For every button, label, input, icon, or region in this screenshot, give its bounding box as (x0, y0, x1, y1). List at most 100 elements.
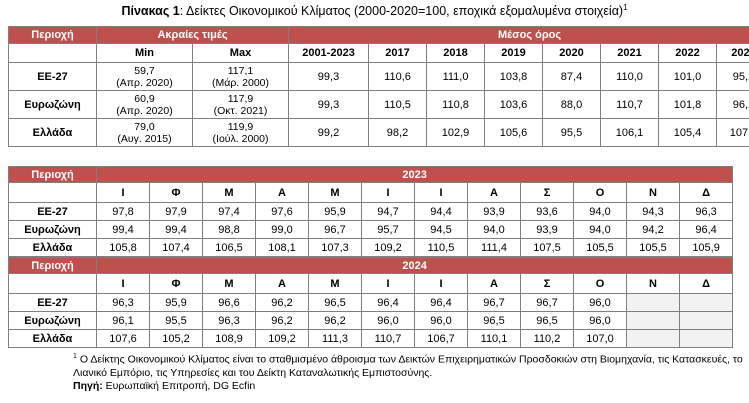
value-cell: 95,9 (149, 293, 203, 312)
value-cell (626, 293, 680, 312)
table-row: Ελλάδα 107,6 105,2 108,9 109,2 111,3 110,7 106,… (8, 329, 734, 348)
value-cell: 96,1 (96, 311, 150, 330)
value-cell (678, 329, 734, 348)
value-cell: 94,4 (414, 202, 468, 221)
max-cell: 119,9 (Ιούλ. 2000) (191, 118, 290, 147)
value-cell: 97,8 (96, 202, 150, 221)
year-header: 2021 (600, 43, 660, 63)
value-cell: 108,1 (255, 238, 309, 257)
value-cell: 87,4 (542, 62, 602, 91)
value-cell: 99,4 (96, 220, 150, 239)
min-date: (Απρ. 2020) (116, 104, 173, 117)
region-label: Ελλάδα (8, 238, 97, 257)
value-cell: 98,8 (202, 220, 256, 239)
max-value: 119,9 (227, 120, 254, 133)
value-cell (678, 293, 734, 312)
min-cell: 79,0 (Αυγ. 2015) (96, 118, 193, 147)
month-header: Μ (308, 182, 362, 203)
month-header: Ο (573, 182, 627, 203)
year-header: 2023 (716, 43, 749, 63)
value-cell: 110,8 (426, 90, 486, 119)
table-row: Ελλάδα 79,0 (Αυγ. 2015) 119,9 (Ιούλ. 2000) 99… (8, 118, 749, 147)
average-header: Μέσος όρος (288, 26, 749, 44)
value-cell: 93,6 (520, 202, 574, 221)
year-header: 2019 (484, 43, 544, 63)
max-value: 117,1 (227, 64, 254, 77)
region-header: Περιοχή (8, 166, 97, 183)
month-header: Ν (626, 273, 680, 294)
month-header: Α (467, 182, 521, 203)
value-cell: 96,7 (308, 220, 362, 239)
month-header: Ν (626, 182, 680, 203)
value-cell: 106,1 (600, 118, 660, 147)
footnote-text: 1 Ο Δείκτης Οικονομικού Κλίματος είναι τ… (73, 353, 743, 379)
region-label: Ευρωζώνη (8, 311, 97, 330)
month-header: Α (255, 273, 309, 294)
source-line: Πηγή: Ευρωπαϊκή Επιτροπή, DG Ecfin (73, 379, 256, 392)
year-header: 2018 (426, 43, 486, 63)
month-header: Φ (149, 182, 203, 203)
value-cell: 111,3 (308, 329, 362, 348)
month-header: Ι (361, 273, 415, 294)
month-header: Φ (149, 273, 203, 294)
value-cell: 105,6 (484, 118, 544, 147)
value-cell: 98,2 (368, 118, 428, 147)
value-cell: 107,5 (520, 238, 574, 257)
value-cell: 108,9 (202, 329, 256, 348)
value-cell: 97,4 (202, 202, 256, 221)
value-cell: 103,8 (484, 62, 544, 91)
region-header: Περιοχή (8, 257, 97, 274)
year-header: 2024 (95, 257, 734, 274)
max-value: 117,9 (227, 92, 254, 105)
annual-table: Περιοχή Ακραίες τιμές Μέσος όρος Min Max… (8, 26, 749, 147)
min-date: (Απρ. 2020) (116, 76, 173, 89)
extremes-header: Ακραίες τιμές (95, 26, 290, 44)
value-cell: 96,3 (96, 293, 150, 312)
region-label: Ευρωζώνη (8, 220, 97, 239)
month-header: Ο (573, 273, 627, 294)
month-header: Ι (361, 182, 415, 203)
value-cell: 99,3 (288, 90, 370, 119)
table-row: ΕΕ-27 96,3 95,9 96,6 96,2 96,5 96,4 96,4 96,7 96,… (8, 293, 734, 312)
value-cell: 94,0 (573, 220, 627, 239)
value-cell: 96,3 (202, 311, 256, 330)
value-cell: 95,2 (716, 62, 749, 91)
value-cell: 96,6 (202, 293, 256, 312)
value-cell: 96,2 (716, 90, 749, 119)
value-cell: 107,6 (716, 118, 749, 147)
value-cell: 101,8 (658, 90, 718, 119)
value-cell: 94,0 (573, 202, 627, 221)
value-cell: 95,5 (542, 118, 602, 147)
min-cell: 59,7 (Απρ. 2020) (96, 62, 193, 91)
value-cell: 110,5 (414, 238, 468, 257)
region-header: Περιοχή (8, 26, 97, 44)
value-cell: 93,9 (520, 220, 574, 239)
value-cell: 99,2 (288, 118, 370, 147)
month-header: Α (467, 273, 521, 294)
value-cell: 105,9 (678, 238, 734, 257)
month-header: Ι (414, 273, 468, 294)
value-cell: 96,2 (255, 293, 309, 312)
value-cell: 96,0 (361, 311, 415, 330)
value-cell: 110,2 (520, 329, 574, 348)
region-label: ΕΕ-27 (8, 293, 97, 312)
value-cell: 94,5 (414, 220, 468, 239)
table-caption: : Δείκτες Οικονομικού Κλίματος (2000-202… (179, 4, 624, 19)
value-cell: 110,7 (361, 329, 415, 348)
value-cell: 107,6 (96, 329, 150, 348)
value-cell: 105,8 (96, 238, 150, 257)
year-header: 2020 (542, 43, 602, 63)
value-cell: 93,9 (467, 202, 521, 221)
month-header: Δ (678, 273, 734, 294)
value-cell: 95,7 (361, 220, 415, 239)
value-cell: 94,7 (361, 202, 415, 221)
month-header: Ι (414, 182, 468, 203)
table-row: ΕΕ-27 59,7 (Απρ. 2020) 117,1 (Μάρ. 2000) 99,3… (8, 62, 749, 91)
month-header: Μ (202, 182, 256, 203)
footnote-ref: 1 (623, 3, 628, 12)
value-cell: 94,3 (626, 202, 680, 221)
value-cell: 111,0 (426, 62, 486, 91)
value-cell: 109,2 (361, 238, 415, 257)
min-date: (Αυγ. 2015) (117, 132, 172, 145)
